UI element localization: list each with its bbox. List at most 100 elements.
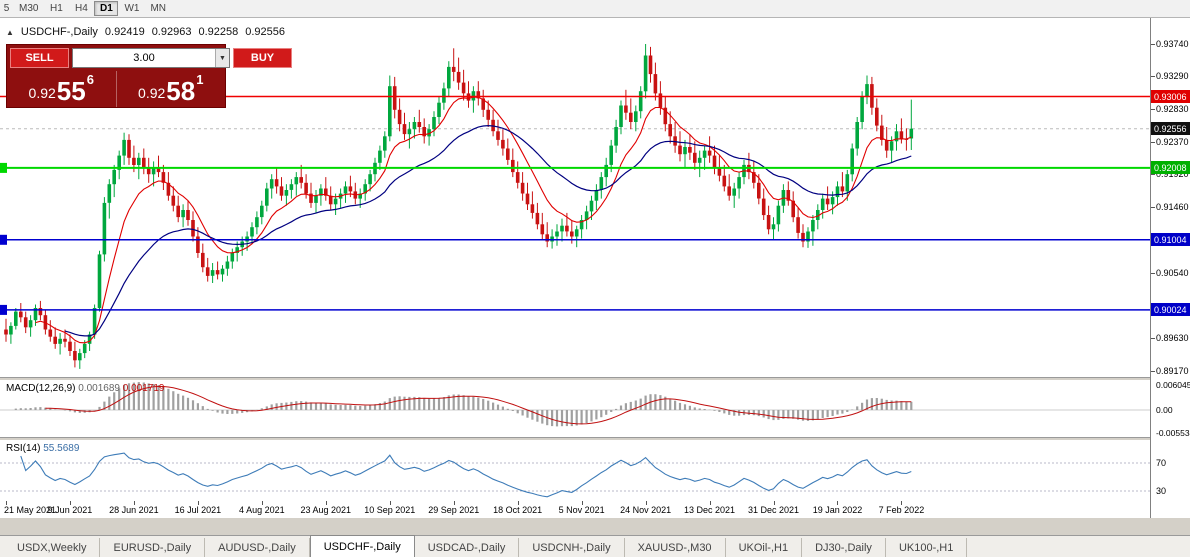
- price-axis-label: 0.89630: [1156, 333, 1189, 344]
- time-axis-label: 7 Feb 2022: [878, 505, 925, 515]
- timeframe-button-m30[interactable]: M30: [19, 3, 39, 14]
- volume-input[interactable]: [73, 49, 215, 67]
- bid-main: 55: [56, 75, 86, 106]
- time-axis-label: 19 Jan 2022: [812, 505, 863, 515]
- chart-tab-audusd-daily[interactable]: AUDUSD-,Daily: [205, 538, 310, 557]
- price-axis-tick: [1151, 44, 1155, 45]
- price-axis-label: 0.92830: [1156, 104, 1189, 115]
- rsi-indicator-canvas[interactable]: [0, 440, 1150, 500]
- timeframe-button-mn[interactable]: MN: [150, 3, 167, 14]
- time-axis-label: 23 Aug 2021: [300, 505, 352, 515]
- chart-tab-eurusd-daily[interactable]: EURUSD-,Daily: [100, 538, 206, 557]
- timeframe-button-5[interactable]: 5: [3, 3, 10, 14]
- price-axis-tick: [1151, 174, 1155, 176]
- time-axis-tick: [197, 501, 199, 505]
- price-axis-label: 0.89170: [1156, 366, 1189, 376]
- time-axis-tick: [709, 501, 711, 505]
- macd-axis-label: 0.00: [1156, 405, 1173, 415]
- price-axis-label: 0.92370: [1156, 137, 1189, 148]
- timeframe-button-w1[interactable]: W1: [124, 3, 140, 14]
- price-badge: 0.93006: [1151, 90, 1190, 104]
- price-axis-tick: [1151, 109, 1155, 111]
- macd-label: MACD(12,26,9) 0.001689 0.001719: [6, 383, 164, 394]
- chart-tab-usdchf-daily[interactable]: USDCHF-,Daily: [309, 535, 415, 557]
- price-axis-label: 0.91460: [1156, 202, 1189, 213]
- symbol-ohlc-bar: ▲ USDCHF-,Daily 0.92419 0.92963 0.92258 …: [6, 26, 285, 38]
- rsi-label: RSI(14) 55.5689: [6, 443, 79, 454]
- time-axis-label: 28 Jun 2021: [109, 505, 159, 515]
- one-click-trading-panel: SELL ▼ BUY 0.92 55 6 0.92 58 1: [6, 44, 292, 108]
- price-axis-tick: [1151, 272, 1155, 274]
- chart-tab-dj30-daily[interactable]: DJ30-,Daily: [802, 538, 886, 557]
- chart-window: ▲ USDCHF-,Daily 0.92419 0.92963 0.92258 …: [0, 18, 1190, 518]
- time-axis-tick: [901, 501, 903, 505]
- chart-tab-usdx-weekly[interactable]: USDX,Weekly: [4, 538, 101, 557]
- rsi-axis-label: 30: [1156, 486, 1167, 496]
- time-axis[interactable]: 21 May 2021 9 Jun 2021 28 Jun 2021 16 Jul 2…: [0, 501, 1150, 518]
- timeframe-button-h4[interactable]: H4: [75, 3, 88, 14]
- timeframe-button-d1[interactable]: D1: [94, 1, 119, 16]
- chart-tab-ukoil-h1[interactable]: UKOil-,H1: [726, 538, 803, 557]
- time-axis-tick: [133, 501, 135, 505]
- price-axis-label: 0.93740: [1156, 39, 1189, 49]
- sell-button[interactable]: SELL: [10, 48, 69, 68]
- price-axis-label: 0.93290: [1156, 71, 1189, 82]
- time-axis-tick: [581, 501, 583, 505]
- time-axis-label: 24 Nov 2021: [620, 505, 672, 515]
- chevron-down-icon: ▼: [219, 54, 226, 62]
- time-axis-label: 10 Sep 2021: [364, 505, 416, 515]
- time-axis-tick: [645, 501, 647, 505]
- chart-tab-usdcnh-daily[interactable]: USDCNH-,Daily: [519, 538, 625, 557]
- panel-splitter[interactable]: [0, 437, 1190, 440]
- price-badge: 0.92556: [1151, 122, 1190, 136]
- volume-dropdown-button[interactable]: ▼: [215, 49, 229, 67]
- ohlc-high: 0.92963: [151, 26, 192, 38]
- time-axis-label: 5 Nov 2021: [558, 505, 605, 515]
- buy-button[interactable]: BUY: [233, 48, 292, 68]
- time-axis-tick: [773, 501, 775, 505]
- time-axis-tick: [517, 501, 519, 505]
- window-gap: [0, 518, 1190, 535]
- chart-tab-usdcad-daily[interactable]: USDCAD-,Daily: [415, 538, 520, 557]
- time-axis-label: 18 Oct 2021: [493, 505, 543, 515]
- rsi-axis-label: 70: [1156, 458, 1167, 468]
- chart-tab-uk100-h1[interactable]: UK100-,H1: [886, 538, 968, 557]
- time-axis-tick: [261, 501, 263, 505]
- time-axis-tick: [6, 501, 7, 505]
- rsi-value: 55.5689: [43, 443, 80, 454]
- timeframe-toolbar: 5 M30 H1 H4 D1 W1 MN: [0, 0, 1190, 18]
- price-badge: 0.92008: [1151, 161, 1190, 175]
- time-axis-tick: [69, 501, 71, 505]
- time-axis-tick: [389, 501, 391, 505]
- time-axis-label: 9 Jun 2021: [47, 505, 93, 515]
- timeframe-button-h1[interactable]: H1: [50, 3, 63, 14]
- one-click-panel-toggle[interactable]: ▲: [6, 28, 14, 37]
- time-axis-tick: [453, 501, 455, 505]
- price-axis-tick: [1151, 338, 1155, 340]
- ohlc-low: 0.92258: [198, 26, 239, 38]
- time-axis-label: 13 Dec 2021: [684, 505, 736, 515]
- ask-prefix: 0.92: [138, 85, 166, 101]
- time-axis-label: 31 Dec 2021: [747, 505, 800, 515]
- panel-splitter[interactable]: [0, 377, 1190, 380]
- macd-name: MACD(12,26,9): [6, 383, 76, 394]
- price-axis-tick: [1151, 371, 1155, 372]
- chart-tab-xauusd-m30[interactable]: XAUUSD-,M30: [625, 538, 726, 557]
- candlestick-chart-canvas[interactable]: [0, 18, 1150, 377]
- macd-main-value: 0.001689: [78, 383, 120, 394]
- macd-indicator-canvas[interactable]: [0, 380, 1150, 437]
- ohlc-close: 0.92556: [245, 26, 285, 38]
- symbol-title: USDCHF-,Daily: [20, 26, 98, 38]
- macd-axis-label: -0.0055380: [1156, 427, 1190, 438]
- time-axis-label: 21 May 2021: [3, 505, 57, 515]
- ask-main: 58: [166, 75, 196, 106]
- bid-prefix: 0.92: [28, 85, 56, 101]
- price-axis[interactable]: 0.937400.932900.928300.923700.919200.914…: [1150, 18, 1190, 518]
- bid-pip: 6: [86, 72, 94, 87]
- ohlc-open: 0.92419: [104, 26, 145, 38]
- time-axis-label: 29 Sep 2021: [428, 505, 480, 515]
- macd-signal-value: 0.001719: [122, 383, 165, 394]
- time-axis-tick: [837, 501, 839, 505]
- time-axis-tick: [325, 501, 327, 505]
- price-axis-label: 0.90540: [1156, 267, 1189, 278]
